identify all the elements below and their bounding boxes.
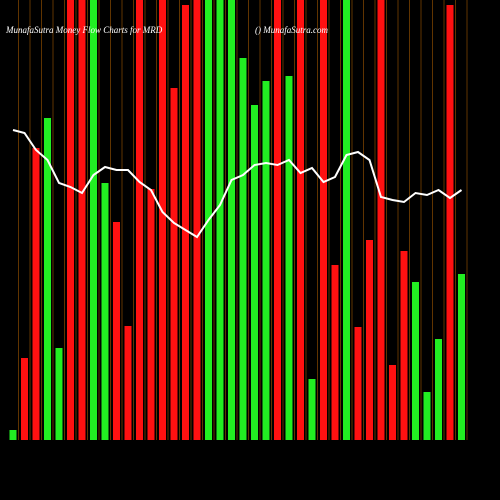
bar bbox=[354, 327, 362, 440]
bar bbox=[262, 81, 270, 440]
bar bbox=[446, 5, 454, 440]
bar bbox=[297, 0, 304, 440]
bar bbox=[400, 251, 408, 440]
bar bbox=[67, 0, 74, 440]
chart-title: MunafaSutra Money Flow Charts for MRD bbox=[5, 25, 163, 35]
bar bbox=[412, 282, 419, 440]
chart-subtitle: () MunafaSutra.com bbox=[255, 25, 328, 35]
bar bbox=[343, 0, 350, 440]
bar bbox=[136, 0, 143, 440]
bar bbox=[389, 365, 396, 440]
bar bbox=[113, 222, 120, 440]
bar bbox=[423, 392, 431, 440]
bar bbox=[90, 0, 97, 440]
bar bbox=[435, 339, 442, 440]
bar bbox=[216, 0, 224, 440]
bar bbox=[21, 358, 28, 440]
grid bbox=[18, 0, 468, 440]
bar bbox=[182, 5, 189, 440]
bar bbox=[331, 265, 339, 440]
bar bbox=[124, 326, 132, 440]
bar bbox=[285, 76, 293, 440]
bar bbox=[170, 88, 178, 440]
bar bbox=[251, 105, 258, 440]
bar bbox=[458, 274, 465, 440]
bar bbox=[147, 189, 155, 440]
bar bbox=[377, 0, 385, 440]
bar bbox=[228, 0, 235, 440]
bar bbox=[78, 0, 86, 440]
bar bbox=[308, 379, 316, 440]
bar bbox=[193, 0, 201, 440]
bar bbox=[320, 0, 327, 440]
bar bbox=[9, 430, 17, 440]
line bbox=[12, 129, 463, 239]
bar bbox=[32, 148, 40, 440]
bar bbox=[159, 0, 166, 440]
bar bbox=[239, 58, 247, 440]
bar bbox=[44, 118, 51, 440]
bar bbox=[274, 0, 281, 440]
bar bbox=[101, 183, 109, 440]
bars bbox=[9, 0, 465, 440]
bar bbox=[366, 240, 373, 440]
bar bbox=[55, 348, 63, 440]
